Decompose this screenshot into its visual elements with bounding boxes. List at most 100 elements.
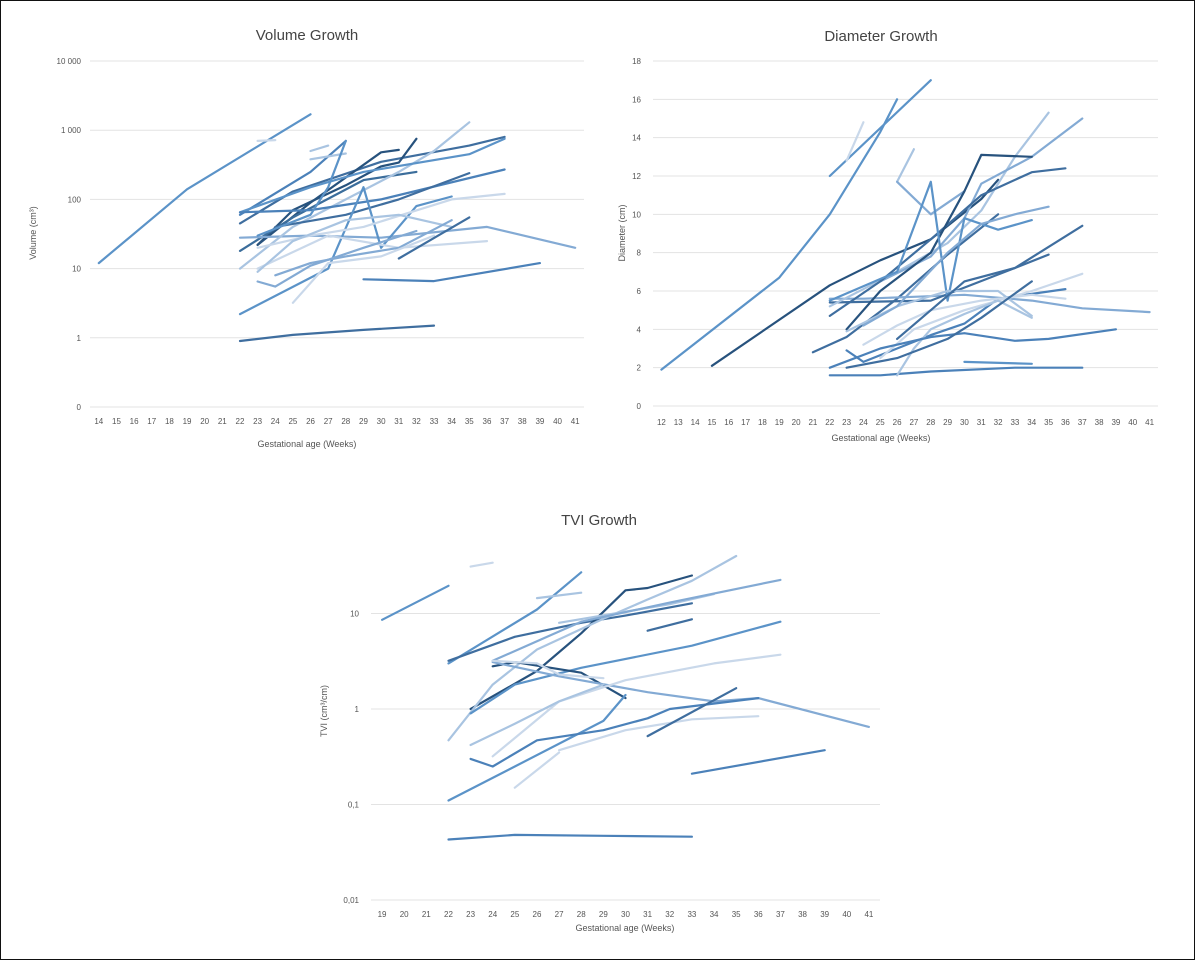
x-tick-label: 19 (775, 418, 784, 427)
series-line (97, 113, 312, 265)
series-line (256, 139, 277, 142)
x-tick-label: 13 (674, 418, 683, 427)
series-line (828, 180, 1033, 302)
x-axis-label: Gestational age (Weeks) (258, 439, 357, 449)
series-group (97, 113, 577, 343)
y-tick-label: 8 (637, 249, 642, 258)
series-line (238, 139, 347, 216)
series-line (690, 749, 826, 775)
series-line (963, 360, 1033, 365)
y-axis-label: TVI (cm³/cm) (319, 685, 329, 737)
x-tick-label: 39 (535, 417, 544, 426)
x-tick-label: 25 (288, 417, 297, 426)
y-tick-label: 14 (632, 134, 641, 143)
series-line (660, 98, 899, 371)
y-tick-label: 0,01 (343, 896, 359, 905)
series-line (862, 205, 1050, 327)
x-tick-label: 40 (1128, 418, 1137, 427)
series-line (397, 216, 471, 260)
series-group (381, 554, 871, 841)
x-tick-label: 25 (510, 910, 519, 919)
series-line (513, 751, 561, 789)
series-line (469, 574, 694, 711)
x-tick-label: 21 (808, 418, 817, 427)
x-tick-label: 26 (306, 417, 315, 426)
x-tick-label: 20 (400, 910, 409, 919)
y-tick-labels: 0 1 10 100 1 000 10 000 (57, 57, 82, 412)
y-tick-label: 0 (77, 403, 82, 412)
series-line (256, 192, 506, 249)
y-axis-label: Volume (cm³) (28, 206, 38, 260)
x-tick-label: 15 (112, 417, 121, 426)
x-tick-label: 19 (183, 417, 192, 426)
series-line (646, 618, 694, 632)
series-line (238, 121, 471, 270)
x-axis-label: Gestational age (Weeks) (576, 923, 675, 933)
y-tick-label: 1 (355, 705, 360, 714)
x-tick-label: 35 (1044, 418, 1053, 427)
series-line (491, 659, 605, 680)
x-tick-label: 35 (465, 417, 474, 426)
x-tick-label: 27 (324, 417, 333, 426)
y-tick-label: 1 (77, 334, 82, 343)
x-tick-label: 22 (236, 417, 245, 426)
x-tick-label: 15 (707, 418, 716, 427)
x-tick-label: 23 (253, 417, 262, 426)
x-tick-label: 33 (430, 417, 439, 426)
x-tick-label: 17 (147, 417, 156, 426)
y-tick-label: 100 (68, 195, 82, 204)
x-tick-label: 38 (1095, 418, 1104, 427)
y-tick-labels: 0,01 0,1 1 10 (343, 609, 359, 905)
x-tick-label: 25 (876, 418, 885, 427)
x-tick-label: 39 (820, 910, 829, 919)
y-tick-label: 12 (632, 172, 641, 181)
series-line (557, 715, 760, 752)
x-tick-label: 23 (466, 910, 475, 919)
x-tick-label: 20 (792, 418, 801, 427)
x-tick-label: 41 (864, 910, 873, 919)
x-tick-label: 22 (444, 910, 453, 919)
series-line (238, 168, 506, 214)
series-line (447, 554, 738, 742)
chart-title: TVI Growth (561, 512, 637, 529)
series-line (309, 144, 330, 153)
series-line (879, 117, 1084, 283)
series-line (469, 683, 605, 747)
series-line (469, 696, 760, 768)
y-tick-label: 16 (632, 95, 641, 104)
series-line (256, 213, 453, 273)
x-tick-label: 35 (732, 910, 741, 919)
y-tick-label: 1 000 (61, 126, 82, 135)
x-tick-labels: 12 13 14 15 16 17 18 19 20 21 22 23 24 25 26 27 28 29 30 31… (657, 418, 1155, 427)
x-tick-label: 30 (377, 417, 386, 426)
x-tick-label: 27 (555, 910, 564, 919)
x-tick-label: 28 (926, 418, 935, 427)
series-line (447, 571, 583, 665)
series-line (879, 272, 1084, 360)
y-tick-label: 4 (637, 325, 642, 334)
x-tick-label: 36 (483, 417, 492, 426)
series-line (828, 224, 1084, 304)
x-tick-label: 19 (378, 910, 387, 919)
series-line (895, 180, 966, 216)
series-line (828, 293, 1151, 314)
x-tick-label: 31 (977, 418, 986, 427)
series-line (238, 324, 436, 343)
x-tick-label: 34 (710, 910, 719, 919)
x-tick-label: 38 (518, 417, 527, 426)
x-tick-label: 31 (394, 417, 403, 426)
y-tick-label: 10 000 (57, 57, 82, 66)
series-line (845, 280, 1033, 369)
series-line (895, 253, 1050, 340)
x-tick-label: 39 (1111, 418, 1120, 427)
series-line (845, 121, 865, 162)
x-tick-label: 28 (577, 910, 586, 919)
x-tick-label: 34 (447, 417, 456, 426)
x-tick-label: 22 (825, 418, 834, 427)
y-tick-label: 0 (637, 402, 642, 411)
x-tick-label: 28 (341, 417, 350, 426)
x-tick-label: 16 (130, 417, 139, 426)
x-tick-label: 41 (571, 417, 580, 426)
